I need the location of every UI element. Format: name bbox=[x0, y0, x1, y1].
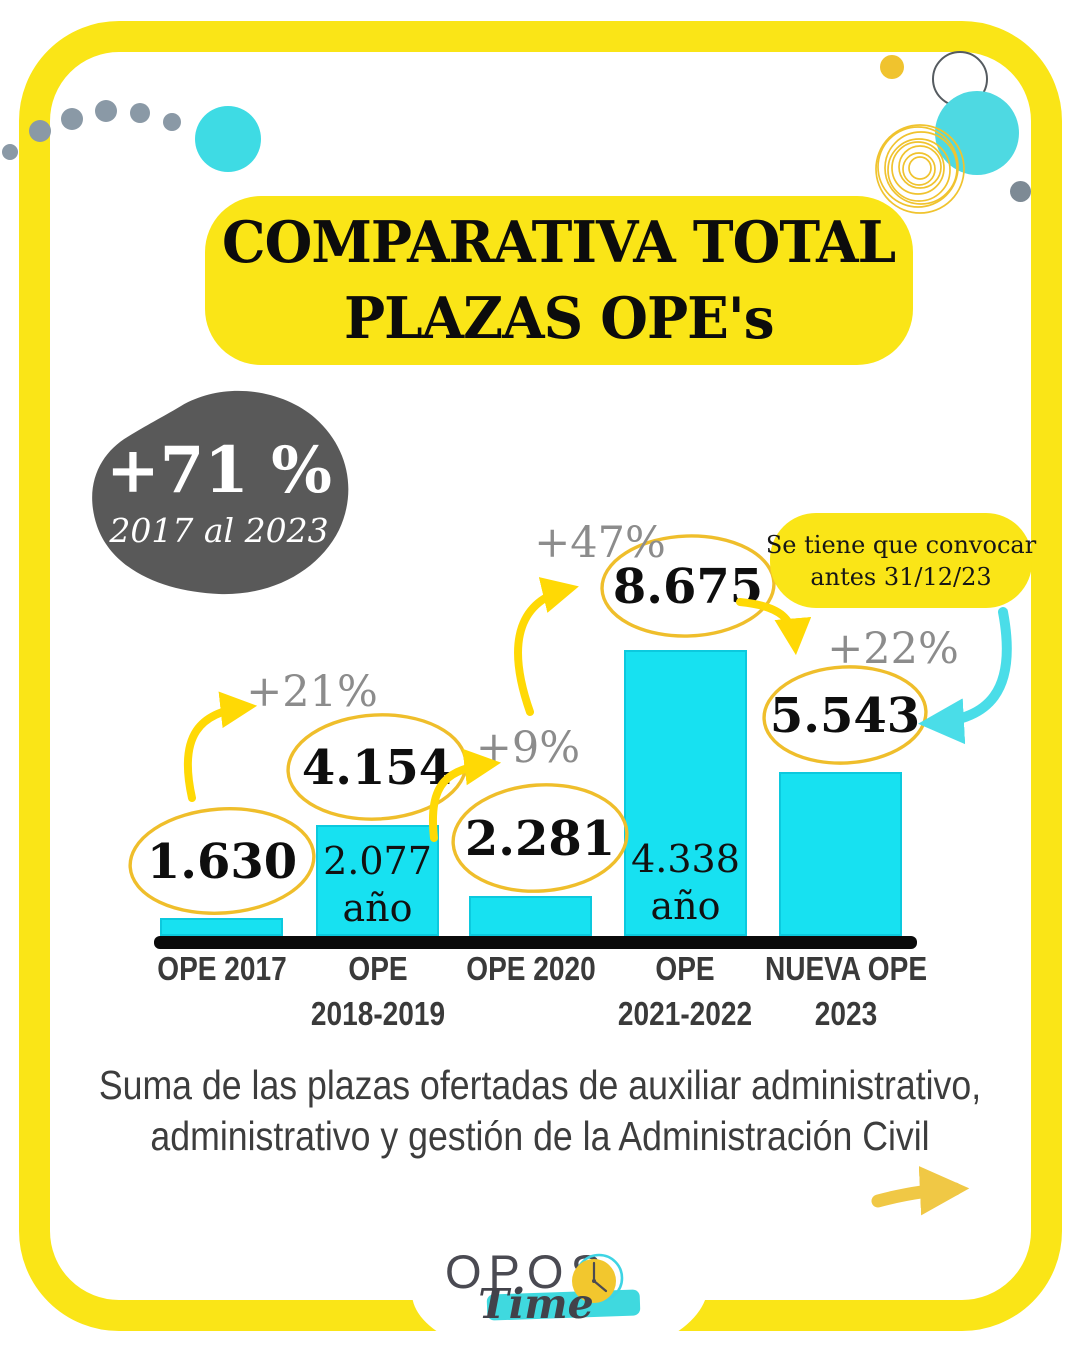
dot-icon bbox=[2, 144, 18, 160]
dot-icon bbox=[61, 108, 83, 130]
value-label: 5.543 bbox=[769, 688, 921, 744]
page-title-line-2: PLAZAS OPE's bbox=[344, 284, 775, 352]
value-callout-2020: 2.281 bbox=[440, 774, 640, 904]
scribble-circle-icon bbox=[875, 124, 965, 214]
dot-icon bbox=[163, 113, 181, 131]
bar-ope-2020 bbox=[469, 896, 592, 936]
axis-label-ope-2021-2022-b: 2021-2022 bbox=[617, 995, 753, 1032]
value-callout-2017: 1.630 bbox=[122, 797, 322, 927]
value-callout-2021-2022: 8.675 bbox=[588, 522, 788, 652]
bar-annotation-2018-2019: 2.077 año bbox=[316, 838, 439, 932]
per-year-unit: año bbox=[650, 884, 721, 928]
value-label: 2.281 bbox=[464, 811, 616, 867]
callout-bubble-line-1: Se tiene que convocar bbox=[765, 530, 1037, 559]
highlight-blob: +71 % 2017 al 2023 bbox=[85, 388, 353, 600]
dot-icon bbox=[29, 120, 51, 142]
dot-icon bbox=[95, 100, 117, 122]
bar-annotation-2021-2022: 4.338 año bbox=[624, 836, 747, 930]
pct-change-label-9: +9% bbox=[475, 723, 581, 773]
page-title-line-1: COMPARATIVA TOTAL bbox=[222, 208, 896, 276]
x-axis-line bbox=[154, 936, 917, 949]
pct-change-label-22: +22% bbox=[827, 624, 959, 674]
description-line-1: Suma de las plazas ofertadas de auxiliar… bbox=[98, 1062, 982, 1108]
bar-ope-2018-2019 bbox=[316, 825, 439, 936]
frame-border bbox=[19, 21, 1062, 1331]
callout-bubble: Se tiene que convocar antes 31/12/23 bbox=[766, 513, 1036, 608]
callout-bubble-line-2: antes 31/12/23 bbox=[810, 562, 992, 591]
per-year-unit: año bbox=[342, 886, 413, 930]
pct-change-label-21: +21% bbox=[246, 667, 378, 717]
highlight-value: +71 % bbox=[106, 432, 332, 508]
logo-sub: Time bbox=[478, 1280, 594, 1328]
axis-label-nueva-ope-a: NUEVA OPE bbox=[764, 950, 928, 987]
axis-label-ope-2020: OPE 2020 bbox=[466, 950, 596, 987]
value-label: 4.154 bbox=[301, 740, 453, 796]
bar-nueva-ope-2023 bbox=[779, 772, 902, 936]
bar-ope-2017 bbox=[160, 918, 283, 936]
axis-label-ope-2017: OPE 2017 bbox=[157, 950, 287, 987]
highlight-period: 2017 al 2023 bbox=[109, 510, 329, 550]
blob-shape-icon bbox=[92, 390, 349, 595]
dot-icon bbox=[130, 103, 150, 123]
axis-label-ope-2018-2019-b: 2018-2019 bbox=[310, 995, 446, 1032]
clock-icon bbox=[572, 1253, 624, 1303]
pct-change-label-47: +47% bbox=[534, 518, 666, 568]
value-label: 1.630 bbox=[146, 834, 298, 890]
description-line-2: administrativo y gestión de la Administr… bbox=[150, 1113, 930, 1159]
logo-blob bbox=[412, 1190, 708, 1350]
teal-circle-icon bbox=[195, 106, 261, 172]
title-banner: COMPARATIVA TOTAL PLAZAS OPE's bbox=[205, 196, 913, 365]
axis-label-nueva-ope-b: 2023 bbox=[814, 995, 878, 1032]
gray-circle-icon bbox=[1010, 181, 1031, 202]
per-year-value: 2.077 bbox=[323, 839, 432, 883]
per-year-value: 4.338 bbox=[631, 837, 740, 881]
axis-label-ope-2021-2022-a: OPE bbox=[655, 950, 715, 987]
axis-label-ope-2018-2019-a: OPE bbox=[348, 950, 408, 987]
bar-ope-2021-2022 bbox=[624, 650, 747, 936]
gold-circle-icon bbox=[880, 55, 904, 79]
